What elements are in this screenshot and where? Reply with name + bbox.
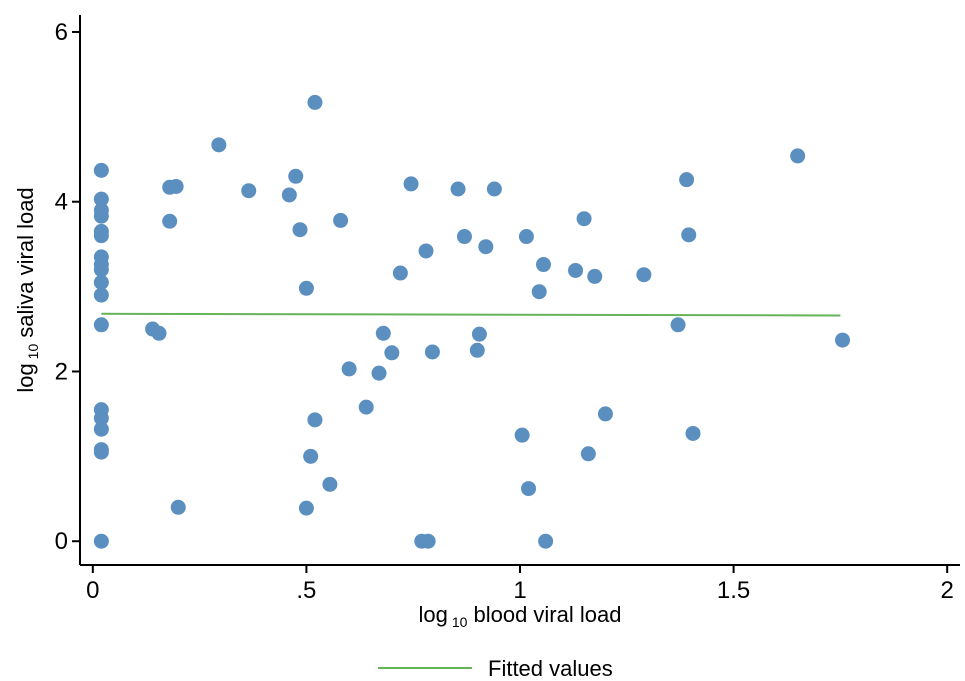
data-point (307, 94, 323, 110)
data-point (341, 361, 357, 377)
data-point (392, 265, 408, 281)
data-point (93, 262, 109, 278)
data-point (170, 499, 186, 515)
data-point (384, 345, 400, 361)
data-point (168, 178, 184, 194)
data-point (418, 243, 434, 259)
data-point (93, 317, 109, 333)
data-point (211, 137, 227, 153)
data-point (685, 425, 701, 441)
x-tick-label: 1.5 (717, 577, 750, 604)
y-axis-title-subscript: 10 (25, 344, 41, 360)
x-axis-ticks: 0 .5 1 1.5 2 (86, 565, 954, 604)
data-point (424, 344, 440, 360)
x-tick-label: 0 (86, 577, 99, 604)
data-point (375, 325, 391, 341)
data-point (322, 476, 338, 492)
y-tick-label: 6 (55, 19, 68, 46)
data-point (151, 325, 167, 341)
fitted-values-line (101, 312, 841, 317)
data-point (307, 412, 323, 428)
data-point (469, 342, 485, 358)
data-point (358, 399, 374, 415)
data-point (288, 168, 304, 184)
fitted-line-layer (101, 312, 841, 317)
x-tick-label: .5 (296, 577, 316, 604)
data-point (681, 227, 697, 243)
data-point (580, 446, 596, 462)
y-axis-title-rest: saliva viral load (13, 187, 38, 337)
y-axis-title: log 10 saliva viral load (13, 187, 41, 392)
x-axis-title-log: log (419, 602, 448, 627)
x-tick-label: 1 (513, 577, 526, 604)
data-point (514, 427, 530, 443)
data-point (486, 181, 502, 197)
data-point (478, 239, 494, 255)
data-point (403, 176, 419, 192)
data-point (679, 172, 695, 188)
data-point (535, 257, 551, 273)
data-point (303, 448, 319, 464)
scatter-points (93, 94, 851, 549)
data-point (790, 148, 806, 164)
data-point (281, 187, 297, 203)
x-axis-title-subscript: 10 (452, 614, 468, 630)
data-point (292, 222, 308, 238)
data-point (587, 268, 603, 284)
legend: Fitted values (378, 656, 613, 681)
x-tick-label: 2 (941, 577, 954, 604)
data-point (531, 284, 547, 300)
data-point (576, 211, 592, 227)
y-axis-title-log: log (13, 363, 38, 392)
data-point (241, 183, 257, 199)
data-point (162, 213, 178, 229)
data-point (93, 421, 109, 437)
data-point (597, 406, 613, 422)
data-point (518, 229, 534, 245)
legend-fitted-label: Fitted values (488, 656, 613, 681)
data-point (93, 287, 109, 303)
data-point (835, 332, 851, 348)
data-point (298, 280, 314, 296)
data-point (93, 228, 109, 244)
data-point (93, 533, 109, 549)
x-axis-title: log 10 blood viral load (419, 602, 622, 630)
data-point (538, 533, 554, 549)
data-point (670, 317, 686, 333)
data-point (333, 212, 349, 228)
x-axis-title-rest: blood viral load (473, 602, 621, 627)
data-point (568, 262, 584, 278)
data-point (636, 267, 652, 283)
data-point (93, 274, 109, 290)
y-axis-ticks: 0 2 4 6 (55, 19, 80, 555)
data-point (93, 208, 109, 224)
y-tick-label: 0 (55, 528, 68, 555)
data-point (298, 500, 314, 516)
data-point (93, 162, 109, 178)
data-point (456, 229, 472, 245)
data-point (420, 533, 436, 549)
data-point (450, 181, 466, 197)
data-point (521, 481, 537, 497)
data-point (471, 326, 487, 342)
data-point (371, 365, 387, 381)
y-tick-label: 4 (55, 189, 68, 216)
data-point (93, 191, 109, 207)
data-point (93, 444, 109, 460)
y-tick-label: 2 (55, 358, 68, 385)
data-point (93, 410, 109, 426)
